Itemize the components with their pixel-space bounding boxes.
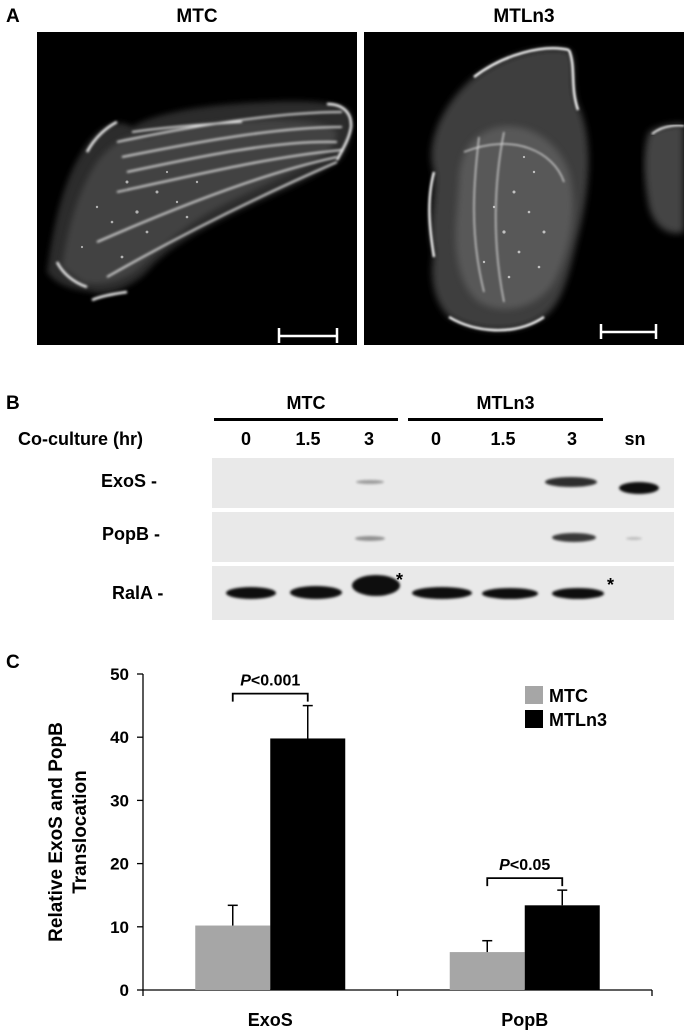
band: [290, 586, 342, 599]
p-value-label: P<0.05: [499, 857, 550, 874]
band: [626, 537, 642, 540]
lane-label: 0: [430, 429, 441, 449]
y-tick-label: 10: [110, 918, 129, 937]
bar-mtc-exos: [195, 925, 271, 990]
legend-label-mtc: MTC: [549, 686, 588, 706]
band: [352, 575, 400, 596]
mtln3-scale-bar: [599, 324, 658, 339]
group-underline-mtc: [214, 418, 398, 421]
band: [482, 588, 538, 599]
lane-label: 3: [363, 429, 374, 449]
band: [552, 533, 596, 542]
group-label-mtln3: MTLn3: [476, 393, 535, 413]
coculture-row-label: Co-culture (hr): [18, 429, 143, 449]
panel-a-letter: A: [6, 6, 20, 27]
lane-label: 3: [566, 429, 577, 449]
x-category-label: PopB: [501, 1010, 548, 1030]
x-category-label: ExoS: [248, 1010, 293, 1030]
legend-swatch-mtln3: [525, 710, 543, 728]
significance-bracket: [486, 877, 564, 887]
mtc-micrograph: [37, 32, 357, 345]
bar-mtc-popb: [449, 952, 525, 990]
band: [356, 480, 384, 484]
y-tick-label: 40: [110, 728, 129, 747]
band: [552, 588, 604, 599]
rala-blot: [212, 566, 674, 620]
y-tick-label: 0: [120, 981, 129, 1000]
group-underline-mtln3: [408, 418, 603, 421]
lane-label: sn: [624, 429, 646, 449]
lane-label: 0: [240, 429, 251, 449]
band: [355, 536, 385, 541]
band: [226, 587, 276, 599]
group-label-mtc: MTC: [286, 393, 326, 413]
blot-label-exos: ExoS -: [101, 471, 158, 491]
blot-label-popb: PopB -: [102, 524, 160, 544]
lane-label: 1.5: [490, 429, 516, 449]
panel-c-letter: C: [6, 652, 20, 673]
y-axis-label: Relative ExoS and PopB: [46, 722, 67, 942]
mtln3-micrograph: [364, 32, 684, 345]
asterisk-mtln3: *: [607, 575, 615, 595]
bar-mtln3-exos: [270, 738, 346, 990]
band: [545, 477, 597, 487]
asterisk-mtc: *: [396, 570, 404, 590]
mtc-scale-bar: [277, 328, 339, 343]
lane-label: 1.5: [295, 429, 321, 449]
legend-label-mtln3: MTLn3: [549, 710, 607, 730]
bar-mtln3-popb: [524, 905, 600, 990]
legend-swatch-mtc: [525, 686, 543, 704]
translocation-bar-chart: 0 10 20 30 40 50 Relative ExoS and PopB Translo…: [46, 665, 653, 1030]
exos-blot: [212, 458, 674, 508]
y-axis-label-line2: Translocation: [70, 770, 91, 894]
p-value-label: P<0.001: [240, 673, 300, 690]
blot-label-rala: RalA -: [112, 583, 164, 603]
band: [412, 587, 472, 599]
band: [619, 482, 659, 494]
mtln3-image-title: MTLn3: [493, 6, 555, 27]
y-tick-label: 20: [110, 855, 129, 874]
y-tick-label: 50: [110, 665, 129, 684]
mtc-image-title: MTC: [176, 6, 218, 27]
y-tick-label: 30: [110, 791, 129, 810]
panel-b-letter: B: [6, 393, 20, 414]
popb-blot: [212, 512, 674, 562]
significance-bracket: [231, 692, 309, 702]
